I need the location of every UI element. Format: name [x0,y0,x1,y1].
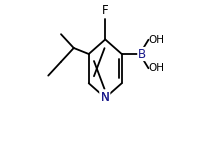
Text: N: N [100,91,109,103]
Text: N: N [100,91,109,103]
Text: OH: OH [149,35,165,45]
Text: OH: OH [149,63,165,73]
Text: N: N [100,91,109,103]
Text: F: F [102,4,109,17]
Text: B: B [138,48,146,60]
